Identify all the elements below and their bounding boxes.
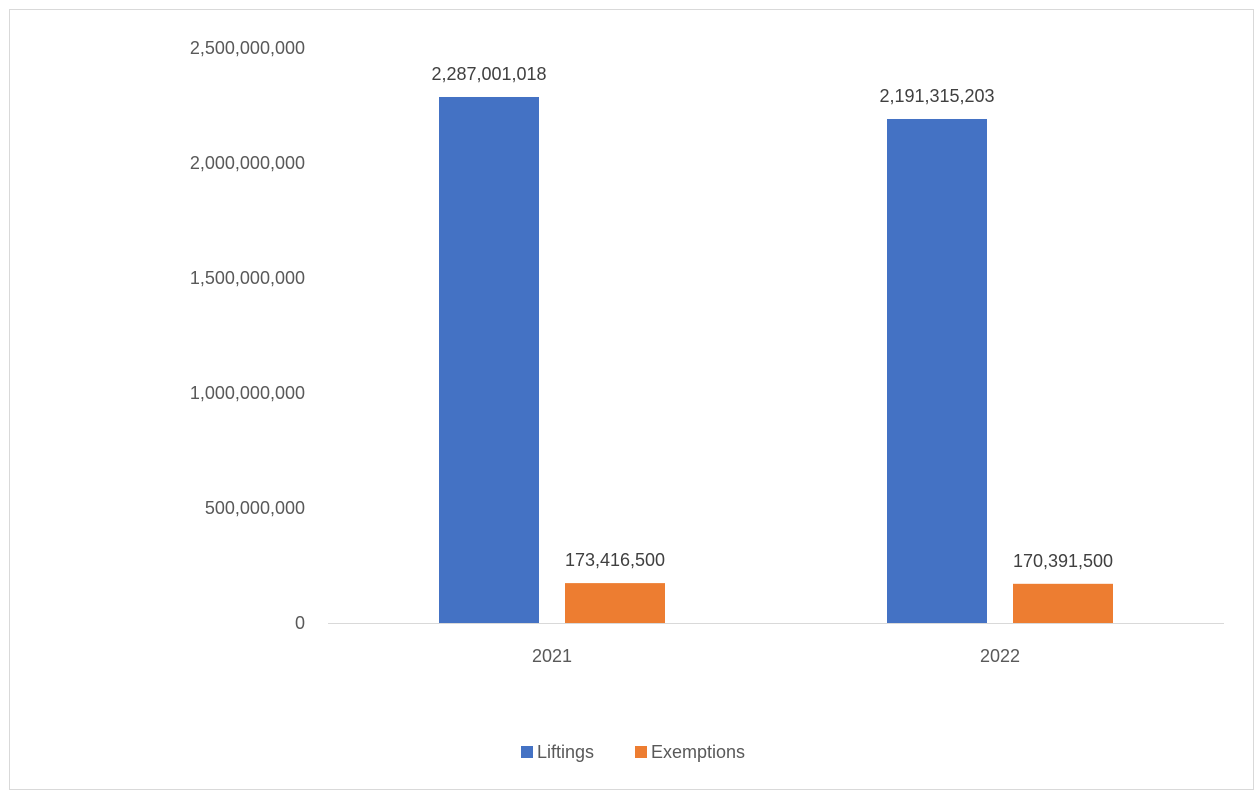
legend-swatch-exemptions [635,746,647,758]
y-tick-label: 2,500,000,000 [190,38,305,58]
data-label: 2,191,315,203 [879,86,994,106]
legend-label: Exemptions [651,742,745,762]
x-tick-label: 2021 [532,646,572,666]
legend-label: Liftings [537,742,594,762]
y-tick-label: 500,000,000 [205,498,305,518]
data-label: 173,416,500 [565,550,665,570]
chart-frame [9,9,1254,790]
bar-exemptions-2021 [565,583,665,623]
bar-exemptions-2022 [1013,583,1113,623]
data-label: 2,287,001,018 [431,64,546,84]
y-tick-label: 0 [295,613,305,633]
y-tick-label: 1,500,000,000 [190,268,305,288]
bar-liftings-2022 [887,118,987,624]
x-tick-label: 2022 [980,646,1020,666]
y-tick-label: 2,000,000,000 [190,153,305,173]
bar-liftings-2021 [439,96,539,624]
data-label: 170,391,500 [1013,551,1113,571]
y-tick-label: 1,000,000,000 [190,383,305,403]
legend-swatch-liftings [521,746,533,758]
